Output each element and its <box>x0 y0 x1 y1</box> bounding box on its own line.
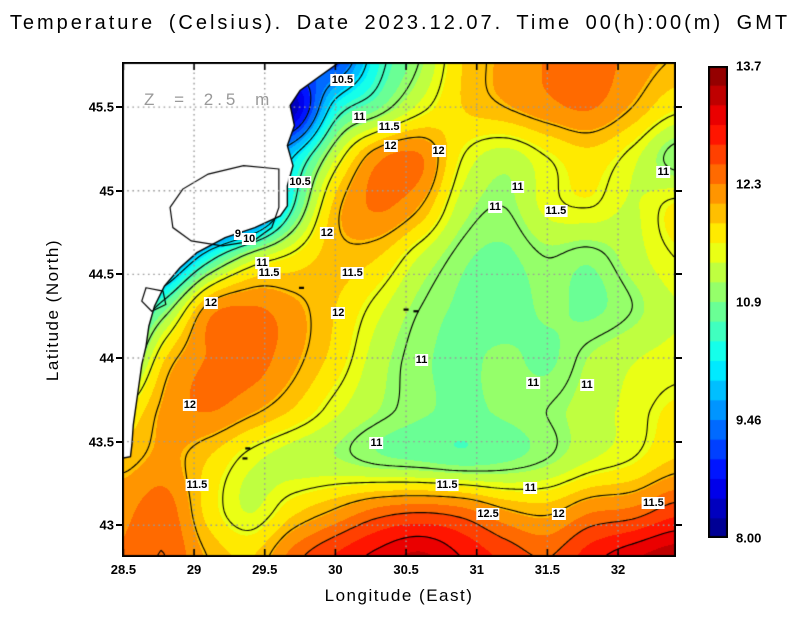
y-tick-mark <box>676 440 682 443</box>
x-tick-label: 29 <box>186 562 202 577</box>
y-axis-title: Latitude (North) <box>43 238 62 382</box>
contour-label: 12 <box>551 507 566 520</box>
y-tick-mark <box>676 356 682 359</box>
temperature-map-canvas <box>122 62 676 557</box>
x-tick-label: 32 <box>610 562 626 577</box>
contour-label: 11 <box>580 378 594 391</box>
colorbar-tick-label: 13.7 <box>736 58 762 74</box>
contour-label: 11 <box>526 377 541 390</box>
depth-annotation: Z = 2.5 m <box>144 90 274 109</box>
y-tick-mark <box>116 106 122 109</box>
y-tick-mark <box>676 189 682 192</box>
contour-label: 11 <box>510 181 525 194</box>
contour-label: 10.5 <box>330 74 355 87</box>
contour-label: 10.5 <box>288 176 312 189</box>
contour-label: 12 <box>383 139 398 152</box>
contour-label: 12 <box>431 144 446 157</box>
y-tick-label: 44.5 <box>88 266 114 282</box>
contour-label: 12 <box>203 296 219 309</box>
contour-label: 11.5 <box>544 204 568 217</box>
chart-title: Temperature (Celsius). Date 2023.12.07. … <box>9 12 791 34</box>
contour-label: 11.5 <box>257 266 281 279</box>
y-tick-label: 44 <box>99 350 114 366</box>
contour-label: 11 <box>523 482 538 495</box>
y-tick-mark <box>116 356 122 359</box>
x-tick-label: 29.5 <box>252 562 278 577</box>
y-tick-mark <box>116 273 122 276</box>
contour-label: 11.5 <box>340 266 364 279</box>
x-tick-label: 28.5 <box>110 562 137 577</box>
x-tick-label: 31 <box>469 562 484 577</box>
contour-label: 11 <box>656 166 671 179</box>
contour-label: 11.5 <box>185 479 209 492</box>
contour-label: 12.5 <box>476 507 500 520</box>
contour-label: 11 <box>255 256 269 269</box>
contour-label: 12 <box>331 306 346 319</box>
contour-label: 12 <box>182 398 197 411</box>
contour-label: 11 <box>414 353 429 366</box>
x-tick-label: 30.5 <box>393 562 419 577</box>
x-tick-label: 31.5 <box>534 562 561 577</box>
contour-label: 11 <box>369 437 384 450</box>
contour-label: 11.5 <box>377 121 401 134</box>
colorbar <box>708 66 728 538</box>
colorbar-tick-label: 8.00 <box>736 530 762 546</box>
y-tick-label: 43 <box>99 517 114 533</box>
colorbar-tick-label: 12.3 <box>736 176 762 192</box>
contour-label: 11.5 <box>435 479 459 492</box>
contour-label: 12 <box>319 226 335 239</box>
x-axis-title: Longitude (East) <box>324 586 474 605</box>
y-tick-mark <box>116 524 122 527</box>
x-tick-label: 30 <box>328 562 343 577</box>
y-tick-mark <box>116 440 122 443</box>
y-tick-mark <box>676 106 682 109</box>
contour-label: 10 <box>242 233 257 246</box>
colorbar-tick-label: 10.9 <box>736 294 762 310</box>
y-tick-mark <box>676 524 682 527</box>
y-tick-label: 45 <box>99 183 114 199</box>
y-tick-mark <box>116 189 122 192</box>
y-tick-mark <box>676 273 682 276</box>
contour-label: 11 <box>352 111 367 124</box>
contour-label: 11.5 <box>641 497 665 510</box>
contour-label: 9 <box>233 228 242 241</box>
y-tick-label: 43.5 <box>88 434 114 450</box>
contour-label: 11 <box>488 201 502 214</box>
colorbar-tick-label: 9.46 <box>736 412 762 428</box>
plot-area: Z = 2.5 m 10.5 11 11.5 12 12 11 11 11 11.5 10.5 9 1… <box>122 62 676 557</box>
y-tick-label: 45.5 <box>88 99 114 115</box>
